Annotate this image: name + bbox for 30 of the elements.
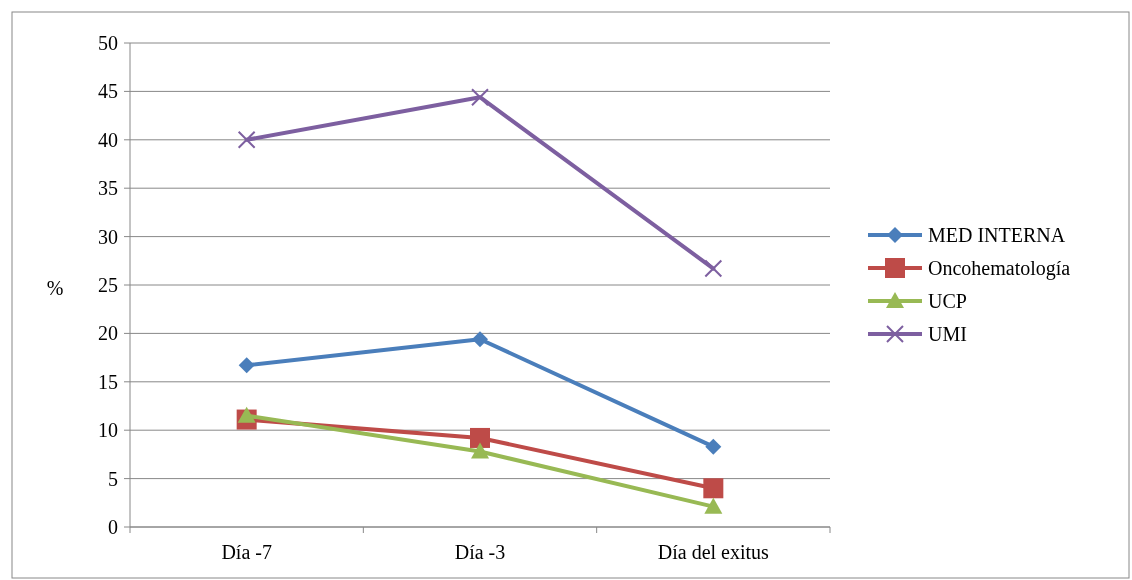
y-tick-label: 30: [98, 225, 118, 248]
x-tick-label: Día del exitus: [657, 541, 770, 563]
y-tick-label: 20: [98, 322, 118, 345]
y-axis-title: %: [46, 277, 64, 299]
y-tick-label: 10: [98, 419, 118, 442]
point: [703, 478, 724, 499]
y-tick-label: 5: [108, 467, 118, 490]
point: [237, 130, 256, 149]
y-tick-label: 15: [98, 370, 118, 393]
point: [471, 88, 489, 107]
point: [470, 427, 490, 448]
point: [472, 331, 488, 348]
y-tick-label: 35: [98, 177, 118, 200]
legend-label: UCP: [928, 290, 967, 312]
legend-label: MED INTERNA: [928, 224, 1066, 246]
legend-label: Oncohematología: [928, 257, 1071, 280]
x-tick-label: Día -7: [221, 541, 272, 563]
point: [471, 442, 489, 459]
y-tick-label: 0: [108, 516, 118, 538]
y-tick-label: 45: [98, 80, 118, 103]
x-tick-label: Día -3: [454, 541, 506, 563]
y-tick-label: 40: [98, 128, 118, 151]
point: [705, 438, 722, 455]
point: [704, 259, 723, 278]
legend-label: UMI: [928, 323, 967, 345]
y-tick-label: 25: [98, 274, 118, 296]
point: [238, 357, 255, 374]
point: [704, 497, 723, 514]
point: [237, 406, 256, 423]
y-tick-label: 50: [98, 32, 118, 54]
